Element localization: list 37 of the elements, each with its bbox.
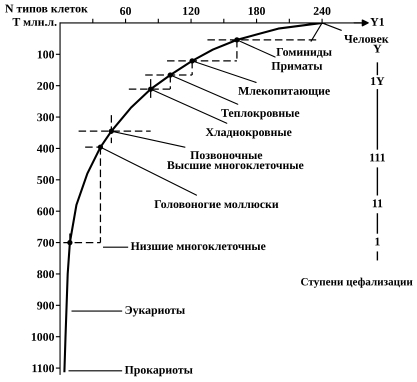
annotation: Гоминиды bbox=[276, 48, 332, 58]
annotation: Прокариоты bbox=[124, 366, 193, 376]
y-tick-label: 300 bbox=[37, 113, 54, 122]
text: 1 bbox=[375, 238, 380, 246]
x-tick-label: 60 bbox=[120, 7, 132, 15]
y-tick-label: 800 bbox=[37, 270, 54, 278]
text: 111 bbox=[370, 154, 385, 162]
text: Y bbox=[373, 44, 382, 52]
text: 11 bbox=[372, 199, 382, 208]
annotation: Высшие многоклеточные bbox=[167, 161, 304, 170]
annotation: Ступени цефализации bbox=[301, 278, 413, 288]
x-axis-title: N типов клеток bbox=[5, 4, 88, 13]
annotation: Хладнокровные bbox=[206, 128, 292, 138]
y-tick-label: 400 bbox=[36, 144, 54, 153]
y-tick-label: 600 bbox=[37, 207, 54, 216]
y-tick-label: 100 bbox=[38, 50, 54, 59]
annotation: Эукариоты bbox=[125, 306, 185, 316]
x-tick-label: 180 bbox=[248, 7, 265, 15]
y-tick-label: 200 bbox=[37, 82, 54, 90]
y-tick-label: 500 bbox=[37, 176, 54, 184]
annotation: Теплокровные bbox=[221, 109, 300, 120]
text: Y1 bbox=[370, 18, 384, 26]
y-tick-label: 700 bbox=[37, 238, 54, 247]
x-tick-label: 120 bbox=[183, 7, 200, 15]
y-tick-label: 900 bbox=[37, 302, 54, 310]
annotation: Низшие многоклеточные bbox=[130, 242, 266, 250]
annotation: Головоногие моллюски bbox=[154, 200, 278, 208]
point bbox=[67, 240, 73, 246]
annotation: Млекопитающие bbox=[238, 86, 330, 97]
text: 1Y bbox=[371, 77, 384, 85]
x-tick-label: 240 bbox=[314, 7, 330, 15]
annotation: Позвоночные bbox=[190, 151, 262, 160]
y-tick-label: 1000 bbox=[32, 332, 54, 341]
y-axis-title: T млн.л. bbox=[12, 18, 57, 26]
annotation: Человек bbox=[344, 35, 389, 43]
annotation: Приматы bbox=[272, 62, 322, 72]
y-tick-label: 1100 bbox=[32, 364, 54, 372]
